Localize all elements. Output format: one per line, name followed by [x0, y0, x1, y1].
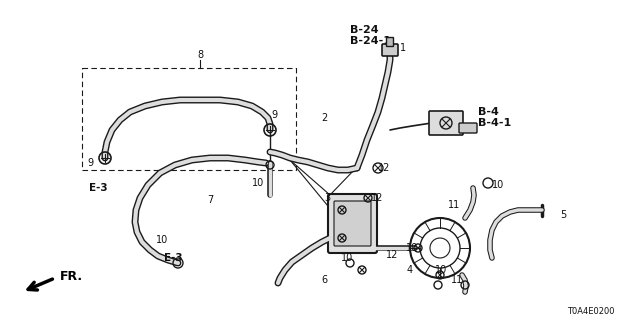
Text: 10: 10 [492, 180, 504, 190]
Text: T0A4E0200: T0A4E0200 [568, 308, 615, 316]
Text: 11: 11 [451, 275, 463, 285]
Text: E-3: E-3 [164, 253, 182, 263]
Text: 10: 10 [340, 253, 353, 263]
Text: E-3: E-3 [89, 183, 108, 193]
Text: 2: 2 [321, 113, 327, 123]
Text: 10: 10 [252, 178, 264, 188]
Text: 9: 9 [87, 158, 93, 168]
FancyBboxPatch shape [429, 111, 463, 135]
Text: B-4-1: B-4-1 [478, 118, 511, 128]
Text: 10: 10 [435, 265, 447, 275]
Text: 6: 6 [322, 275, 328, 285]
Text: 10: 10 [156, 235, 168, 245]
FancyBboxPatch shape [459, 123, 477, 133]
FancyBboxPatch shape [387, 37, 394, 46]
Text: B-4: B-4 [478, 107, 499, 117]
Text: 7: 7 [207, 195, 213, 205]
Text: 9: 9 [271, 110, 277, 120]
Text: 4: 4 [407, 265, 413, 275]
Text: 12: 12 [386, 250, 398, 260]
Text: 3: 3 [324, 193, 330, 203]
Text: 1: 1 [400, 43, 406, 53]
Text: 5: 5 [560, 210, 566, 220]
FancyBboxPatch shape [328, 194, 377, 253]
Text: 8: 8 [197, 50, 203, 60]
Text: 12: 12 [378, 163, 390, 173]
Text: FR.: FR. [60, 269, 83, 283]
FancyBboxPatch shape [382, 44, 398, 56]
Text: B-24: B-24 [350, 25, 379, 35]
Text: 11: 11 [448, 200, 460, 210]
Text: 10: 10 [406, 243, 418, 253]
Text: B-24-1: B-24-1 [350, 36, 391, 46]
Text: 12: 12 [371, 193, 383, 203]
FancyBboxPatch shape [334, 201, 371, 246]
Text: 12: 12 [464, 125, 476, 135]
